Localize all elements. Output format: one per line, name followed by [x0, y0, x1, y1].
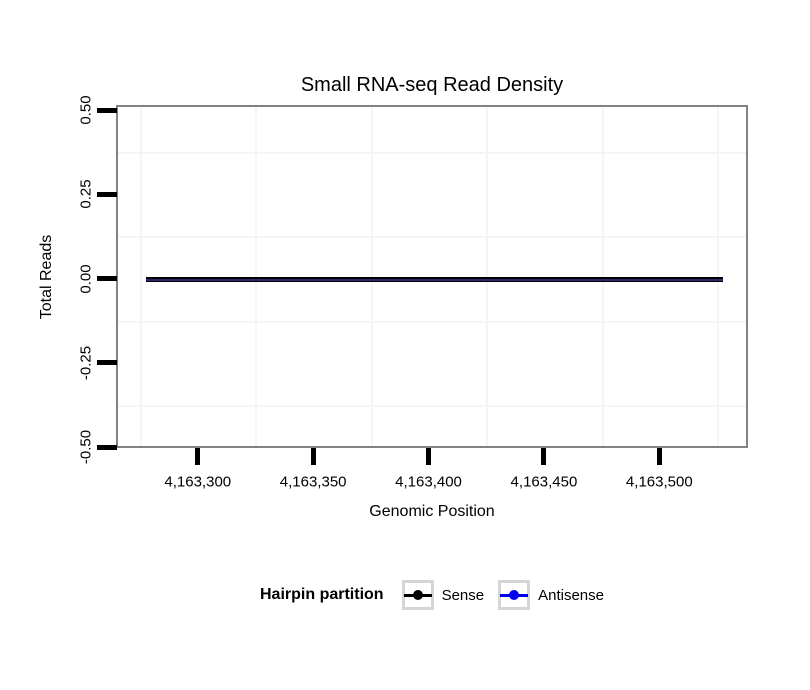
- y-axis-tick-label: -0.50: [77, 429, 95, 465]
- plot-panel: [116, 105, 748, 448]
- y-axis-tick: [97, 276, 117, 281]
- x-axis-tick-label: 4,163,300: [164, 473, 232, 491]
- legend-key-dot: [412, 590, 423, 600]
- x-axis-tick: [541, 448, 547, 465]
- legend-key-dot: [509, 590, 520, 600]
- legend-entry-label: Antisense: [538, 586, 604, 604]
- x-axis-tick: [426, 448, 432, 465]
- legend-title: Hairpin partition: [260, 586, 384, 603]
- y-axis-tick: [97, 444, 117, 450]
- minor-gridline-vertical: [370, 107, 373, 446]
- legend-entry-label: Sense: [441, 586, 485, 604]
- y-axis-tick-label: 0.25: [77, 179, 95, 209]
- minor-gridline-vertical: [255, 107, 258, 446]
- y-axis-tick: [97, 191, 117, 197]
- x-axis-tick: [656, 448, 662, 465]
- minor-gridline-horizontal: [118, 320, 746, 323]
- chart-title: Small RNA-seq Read Density: [300, 74, 564, 96]
- y-axis-tick-label: 0.50: [77, 95, 95, 125]
- minor-gridline-vertical: [140, 107, 143, 446]
- x-axis-tick-label: 4,163,400: [395, 473, 462, 491]
- x-axis-tick-label: 4,163,500: [625, 473, 693, 491]
- minor-gridline-vertical: [717, 107, 719, 446]
- legend-entry-sense: Sense: [401, 580, 485, 610]
- y-axis-tick-label: -0.25: [77, 345, 95, 380]
- minor-gridline-vertical: [486, 107, 489, 446]
- minor-gridline-horizontal: [118, 404, 746, 407]
- legend-key-sense: [401, 580, 434, 610]
- y-axis-tick: [97, 360, 117, 366]
- legend-entry-antisense: Antisense: [498, 580, 604, 610]
- x-axis-tick: [310, 448, 316, 465]
- minor-gridline-horizontal: [118, 152, 746, 155]
- series-line-antisense: [145, 278, 723, 281]
- y-axis-tick: [97, 107, 117, 113]
- x-axis-tick: [195, 448, 201, 465]
- x-axis-tick-label: 4,163,350: [279, 473, 347, 491]
- minor-gridline-horizontal: [118, 236, 746, 239]
- legend-key-antisense: [498, 580, 531, 610]
- x-axis-title: Genomic Position: [369, 503, 495, 520]
- legend: Hairpin partition Sense Antisense: [117, 577, 747, 613]
- legend-entries: Sense Antisense: [401, 580, 604, 610]
- y-axis-tick-label: 0.00: [77, 263, 95, 294]
- x-axis-tick-label: 4,163,450: [510, 473, 578, 491]
- y-axis-title-text: Total Reads: [38, 234, 55, 320]
- minor-gridline-vertical: [601, 107, 604, 446]
